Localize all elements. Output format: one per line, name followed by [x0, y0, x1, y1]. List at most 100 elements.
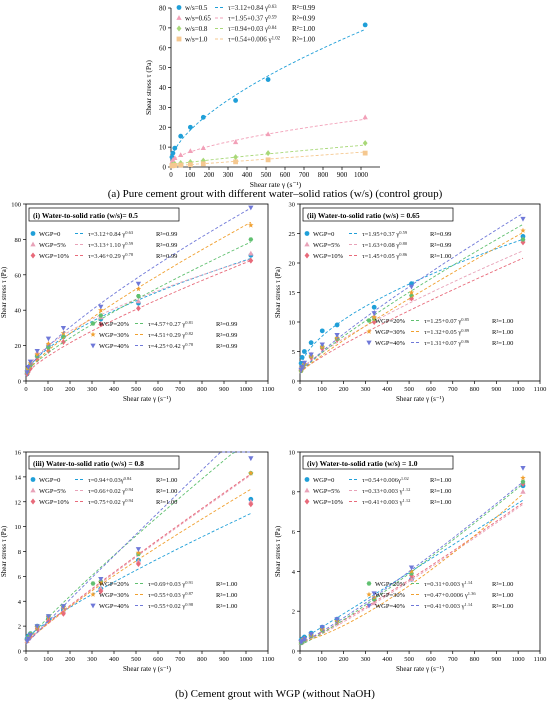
- legend-entry: WGP=5% τ=0.66+0.02 γ0.94 R²=1.00: [30, 487, 177, 495]
- data-point: [98, 307, 104, 313]
- legend-entry: WGP=40% τ=1.31+0.07 γ0.86 R²=1.00: [366, 339, 513, 347]
- data-point: [25, 636, 31, 642]
- chart-p3: 0 100 200 300 400 500 600 700 800 900 1000 1100 0 2 4 6…: [0, 450, 274, 674]
- legend-entry: WGP=0 τ=3.12+0.84 γ0.63 R²=0.99: [30, 230, 177, 239]
- legend-entry: WGP=40% τ=4.25+0.42 γ0.78 R²=0.99: [90, 342, 237, 351]
- data-point: [334, 333, 340, 338]
- data-point: [200, 114, 206, 120]
- legend-marker: [90, 331, 96, 337]
- x-tick-label: 900: [491, 656, 501, 663]
- legend-r2: R²=1.00: [292, 25, 315, 33]
- x-tick-label: 600: [153, 656, 163, 663]
- data-point: [233, 154, 238, 161]
- fit-curve: [299, 257, 524, 373]
- legend-marker: [90, 321, 96, 326]
- data-point: [45, 614, 52, 620]
- data-point: [520, 466, 526, 471]
- legend-name: WGP=20%: [99, 581, 130, 588]
- fit-curve: [25, 258, 251, 376]
- x-tick-label: 500: [404, 656, 414, 663]
- x-tick-label: 500: [131, 656, 141, 663]
- legend-entry: WGP=20% τ=1.25+0.07 γ0.85 R²=1.00: [366, 317, 513, 325]
- data-point: [362, 150, 368, 156]
- data-point: [136, 293, 141, 299]
- data-point: [248, 205, 254, 211]
- legend-r2: R²=1.00: [492, 592, 513, 599]
- x-tick-label: 400: [382, 386, 392, 393]
- legend-entry: WGP=10% τ=0.41+0.003 γ1.12 R²=1.00: [304, 498, 451, 506]
- legend-r2: R²=1.00: [156, 488, 177, 495]
- legend-marker: [366, 318, 372, 323]
- data-point: [98, 304, 104, 310]
- legend-marker: [176, 25, 182, 32]
- legend-name: WGP=40%: [375, 603, 406, 610]
- x-tick-label: 200: [339, 656, 349, 663]
- legend-marker: [366, 340, 372, 346]
- data-point: [308, 632, 314, 637]
- legend-entry: w/s=0.65 τ=1.95+0.37 γ0.59 R²=0.99: [176, 15, 315, 23]
- series-w/s=0.5: [169, 22, 368, 161]
- fit-curve: [25, 260, 251, 376]
- data-point: [265, 150, 271, 157]
- x-tick-label: 700: [448, 386, 458, 393]
- data-point: [308, 352, 314, 358]
- legend-r2: R²=0.99: [292, 15, 315, 23]
- plot-frame: [25, 451, 269, 652]
- y-tick-label: 25: [289, 231, 296, 238]
- y-tick-label: 80: [15, 237, 22, 244]
- data-point: [172, 145, 178, 151]
- x-tick-label: 500: [261, 171, 272, 179]
- data-point: [248, 250, 254, 256]
- caption-b: (b) Cement grout with WGP (without NaOH): [175, 688, 375, 700]
- fit-curve: [299, 481, 524, 644]
- data-point: [319, 328, 325, 334]
- legend-name: WGP=0: [39, 477, 60, 484]
- legend-fit: τ=0.69+0.03 γ0.91: [148, 580, 193, 589]
- fit-curve: [25, 241, 251, 374]
- legend-r2: R²=1.00: [492, 603, 513, 610]
- x-tick-label: 700: [175, 656, 185, 663]
- legend-name: WGP=30%: [375, 592, 406, 599]
- data-point: [27, 359, 34, 365]
- x-tick-label: 900: [219, 656, 229, 663]
- legend-r2: R²=0.99: [216, 343, 237, 350]
- legend-r2: R²=1.00: [156, 477, 177, 484]
- legend-marker: [176, 15, 182, 20]
- legend-fit: τ=0.54+0.006γ1.02: [362, 476, 409, 485]
- data-point: [299, 355, 305, 360]
- x-tick-label: 900: [337, 171, 348, 179]
- legend-r2: R²=0.99: [216, 332, 237, 339]
- legend-marker: [90, 591, 96, 597]
- data-point: [301, 360, 308, 366]
- legend-fit: τ=3.12+0.84 γ0.63: [88, 230, 134, 239]
- data-point: [24, 370, 30, 376]
- fit-curve: [299, 232, 524, 374]
- legend-name: WGP=0: [313, 231, 334, 238]
- y-tick-label: 60: [159, 44, 167, 52]
- fit-curve: [170, 118, 366, 164]
- y-tick-label: 0: [163, 164, 167, 172]
- panel-title: (i) Water-to-solid ratio (w/s)= 0.5: [33, 211, 138, 220]
- legend-marker: [366, 328, 372, 334]
- legend-marker: [304, 231, 310, 236]
- x-tick-label: 800: [197, 656, 207, 663]
- legend-name: WGP=5%: [39, 242, 66, 249]
- x-tick-label: 300: [87, 656, 97, 663]
- y-tick-label: 70: [159, 24, 167, 32]
- data-point: [301, 349, 307, 354]
- data-point: [308, 340, 314, 346]
- data-point: [98, 576, 104, 582]
- y-tick-label: 4: [292, 569, 296, 576]
- legend-name: WGP=10%: [313, 253, 344, 260]
- x-axis-label: Shear rate γ (s⁻¹): [396, 665, 445, 673]
- legend-fit: τ=1.95+0.37 γ0.59: [228, 15, 277, 23]
- legend-r2: R²=0.99: [292, 4, 315, 12]
- legend-fit: τ=3.12+0.84 γ0.63: [228, 4, 277, 12]
- legend-fit: τ=4.25+0.42 γ0.78: [148, 342, 194, 351]
- y-axis-label: Shear stress τ (Pa): [274, 525, 282, 577]
- legend-r2: R²=1.00: [216, 581, 237, 588]
- data-point: [27, 632, 34, 638]
- x-tick-label: 1100: [262, 656, 275, 663]
- data-point: [520, 479, 526, 484]
- x-tick-label: 900: [491, 386, 501, 393]
